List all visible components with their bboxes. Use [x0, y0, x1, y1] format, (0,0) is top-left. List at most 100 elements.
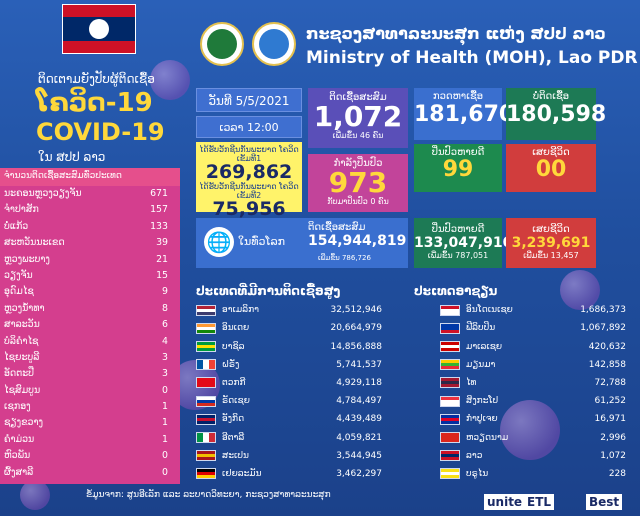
country-name: ອີຕາລີ: [222, 432, 245, 443]
vaccine-box: ໄດ້ຮັບວັກຊີນກັນພະຍາດ ໂຄວິດເຂັມທີ1 269,86…: [196, 142, 302, 219]
country-row: ສິງກະໂປ 61,252: [440, 393, 626, 409]
deaths-box: ເສຍຊີວິດ 00: [506, 144, 596, 192]
cumulative-box: ຕິດເຊື້ອສະສົມ 1,072 ເພີ່ມຂຶ້ນ 46 ຄົນ: [308, 88, 408, 148]
country-row: ມຽນມາ 142,858: [440, 357, 626, 373]
country-value: 3,544,945: [336, 450, 382, 461]
country-name: ຫວຽດນາມ: [466, 432, 509, 443]
country-row: ອັງກິດ 4,439,489: [196, 411, 382, 427]
left-title-line4: ໃນ ສປປ ລາວ: [38, 150, 106, 164]
country-value: 20,664,979: [330, 323, 382, 334]
vaccine-value-2: 75,956: [212, 198, 286, 220]
country-value: 142,858: [588, 359, 626, 370]
province-row: ວຽງຈັນ 15: [0, 268, 180, 284]
sponsor-best: Best: [586, 494, 623, 510]
country-name: ຟີລິບປິນ: [466, 323, 496, 334]
province-name: ຊຽງຂວາງ: [4, 417, 44, 429]
country-value: 4,439,489: [336, 414, 382, 425]
province-panel: ຈຳນວນຕິດເຊື້ອສະສົມທົ່ວປະເທດ ນະຄອນຫຼວງວຽງ…: [0, 168, 180, 484]
province-name: ຈຳປາສັກ: [4, 204, 39, 216]
province-name: ບໍ່ແກ້ວ: [4, 220, 29, 232]
province-name: ອັດຕະປື: [4, 368, 35, 380]
country-flag-icon: [440, 322, 460, 334]
treating-label: ກຳລັງປິ່ນປົວ: [333, 158, 383, 169]
screened-value: 181,670: [414, 102, 515, 127]
country-flag-icon: [196, 359, 216, 371]
province-row: ເຊກອງ 1: [0, 399, 180, 415]
world-recovered-label: ປິ່ນປົວຫາຍດີ: [431, 224, 485, 235]
province-name: ວຽງຈັນ: [4, 269, 33, 281]
country-value: 61,252: [594, 396, 627, 407]
province-row: ນະຄອນຫຼວງວຽງຈັນ 671: [0, 186, 180, 202]
country-row: ເຢຍລະມັນ 3,462,297: [196, 466, 382, 482]
cumulative-sub: ເພີ່ມຂຶ້ນ 46 ຄົນ: [332, 131, 384, 140]
province-row: ສະຫວັນນະເຂດ 39: [0, 235, 180, 251]
province-header: ຈຳນວນຕິດເຊື້ອສະສົມທົ່ວປະເທດ: [0, 168, 180, 186]
country-value: 4,929,118: [336, 377, 382, 388]
country-value: 4,059,821: [336, 432, 382, 443]
province-value: 133: [150, 220, 168, 232]
country-flag-icon: [440, 304, 460, 316]
province-row: ອັດຕະປື 3: [0, 366, 180, 382]
ministry-logo-1: [200, 22, 244, 66]
world-deaths-box: ເສຍຊີວິດ 3,239,691 ເພີ່ມຂຶ້ນ 13,457: [506, 218, 596, 268]
country-name: ຣັດເຊຍ: [222, 396, 250, 407]
world-cases-sub: ເພີ່ມຂຶ້ນ 786,726: [318, 254, 371, 262]
province-name: ຫົວພັນ: [4, 450, 31, 462]
province-value: 157: [150, 204, 168, 216]
country-flag-icon: [440, 359, 460, 371]
country-value: 1,067,892: [580, 323, 626, 334]
country-value: 72,788: [594, 377, 627, 388]
country-name: ອິນເດຍ: [222, 323, 250, 334]
province-row: ສາລະວັນ 6: [0, 317, 180, 333]
virus-decoration-3: [500, 400, 560, 460]
country-flag-icon: [440, 341, 460, 353]
province-row: ອຸດົມໄຊ 9: [0, 284, 180, 300]
province-row: ຄຳມ່ວນ 1: [0, 432, 180, 448]
time-box: ເວລາ 12:00: [196, 116, 302, 138]
country-flag-icon: [196, 322, 216, 334]
recovered-value: 99: [442, 157, 474, 182]
left-title-covid: COVID-19: [36, 118, 165, 146]
world-deaths-value: 3,239,691: [511, 235, 591, 251]
province-row: ຜົ້ງສາລີ 0: [0, 465, 180, 481]
left-title-line1: ຕິດເຕາມຍັງປັບຜູ້ຕິດເຊື້ອ: [38, 72, 155, 86]
province-row: ຫຼວງພະບາງ 21: [0, 252, 180, 268]
world-label: ໃນທົ່ວໂລກ: [238, 235, 286, 248]
province-value: 6: [162, 319, 168, 331]
province-name: ບໍລິຄຳໄຊ: [4, 335, 39, 347]
country-flag-icon: [440, 395, 460, 407]
asean-title: ປະເທດອາຊຽນ: [414, 284, 498, 298]
screened-label: ກວດຫາເຊື້ອ: [432, 91, 484, 102]
country-value: 2,996: [600, 432, 626, 443]
deaths-value: 00: [535, 157, 567, 182]
province-row: ບໍລິຄຳໄຊ 4: [0, 334, 180, 350]
world-cases-label: ຕິດເຊື້ອສະສົມ: [308, 222, 366, 233]
country-flag-icon: [440, 468, 460, 480]
country-name: ມາເລເຊຍ: [466, 341, 503, 352]
country-row: ລາວ 1,072: [440, 448, 626, 464]
country-row: ອີຕາລີ 4,059,821: [196, 429, 382, 445]
country-row: ຣັດເຊຍ 4,784,497: [196, 393, 382, 409]
vaccine-label-1: ໄດ້ຮັບວັກຊີນກັນພະຍາດ ໂຄວິດເຂັມທີ1: [199, 145, 299, 163]
province-value: 9: [162, 286, 168, 298]
province-name: ຫຼວງພະບາງ: [4, 253, 50, 265]
province-value: 1: [162, 417, 168, 429]
world-cases-value: 154,944,819: [308, 233, 407, 249]
province-value: 4: [162, 335, 168, 347]
province-name: ເຊກອງ: [4, 401, 31, 413]
ministry-logo-2: [252, 22, 296, 66]
province-list: ນະຄອນຫຼວງວຽງຈັນ 671 ຈຳປາສັກ 157 ບໍ່ແກ້ວ 133 ສະ…: [0, 186, 180, 481]
country-name: ບາຊິລ: [222, 341, 245, 352]
country-row: ຝຣັ່ງ 5,741,537: [196, 357, 382, 373]
treating-sub: ກັບມາປິ່ນປົວ 0 ຄົນ: [327, 197, 389, 206]
country-value: 1,686,373: [580, 305, 626, 316]
country-name: ບຣູໄນ: [466, 468, 489, 479]
country-flag-icon: [196, 304, 216, 316]
world-deaths-label: ເສຍຊີວິດ: [532, 224, 570, 235]
province-value: 0: [162, 384, 168, 396]
country-flag-icon: [440, 450, 460, 462]
province-name: ສະຫວັນນະເຂດ: [4, 237, 65, 249]
province-name: ອຸດົມໄຊ: [4, 286, 34, 298]
province-value: 671: [150, 188, 168, 199]
country-row: ອິນໂດເນເຊຍ 1,686,373: [440, 302, 626, 318]
